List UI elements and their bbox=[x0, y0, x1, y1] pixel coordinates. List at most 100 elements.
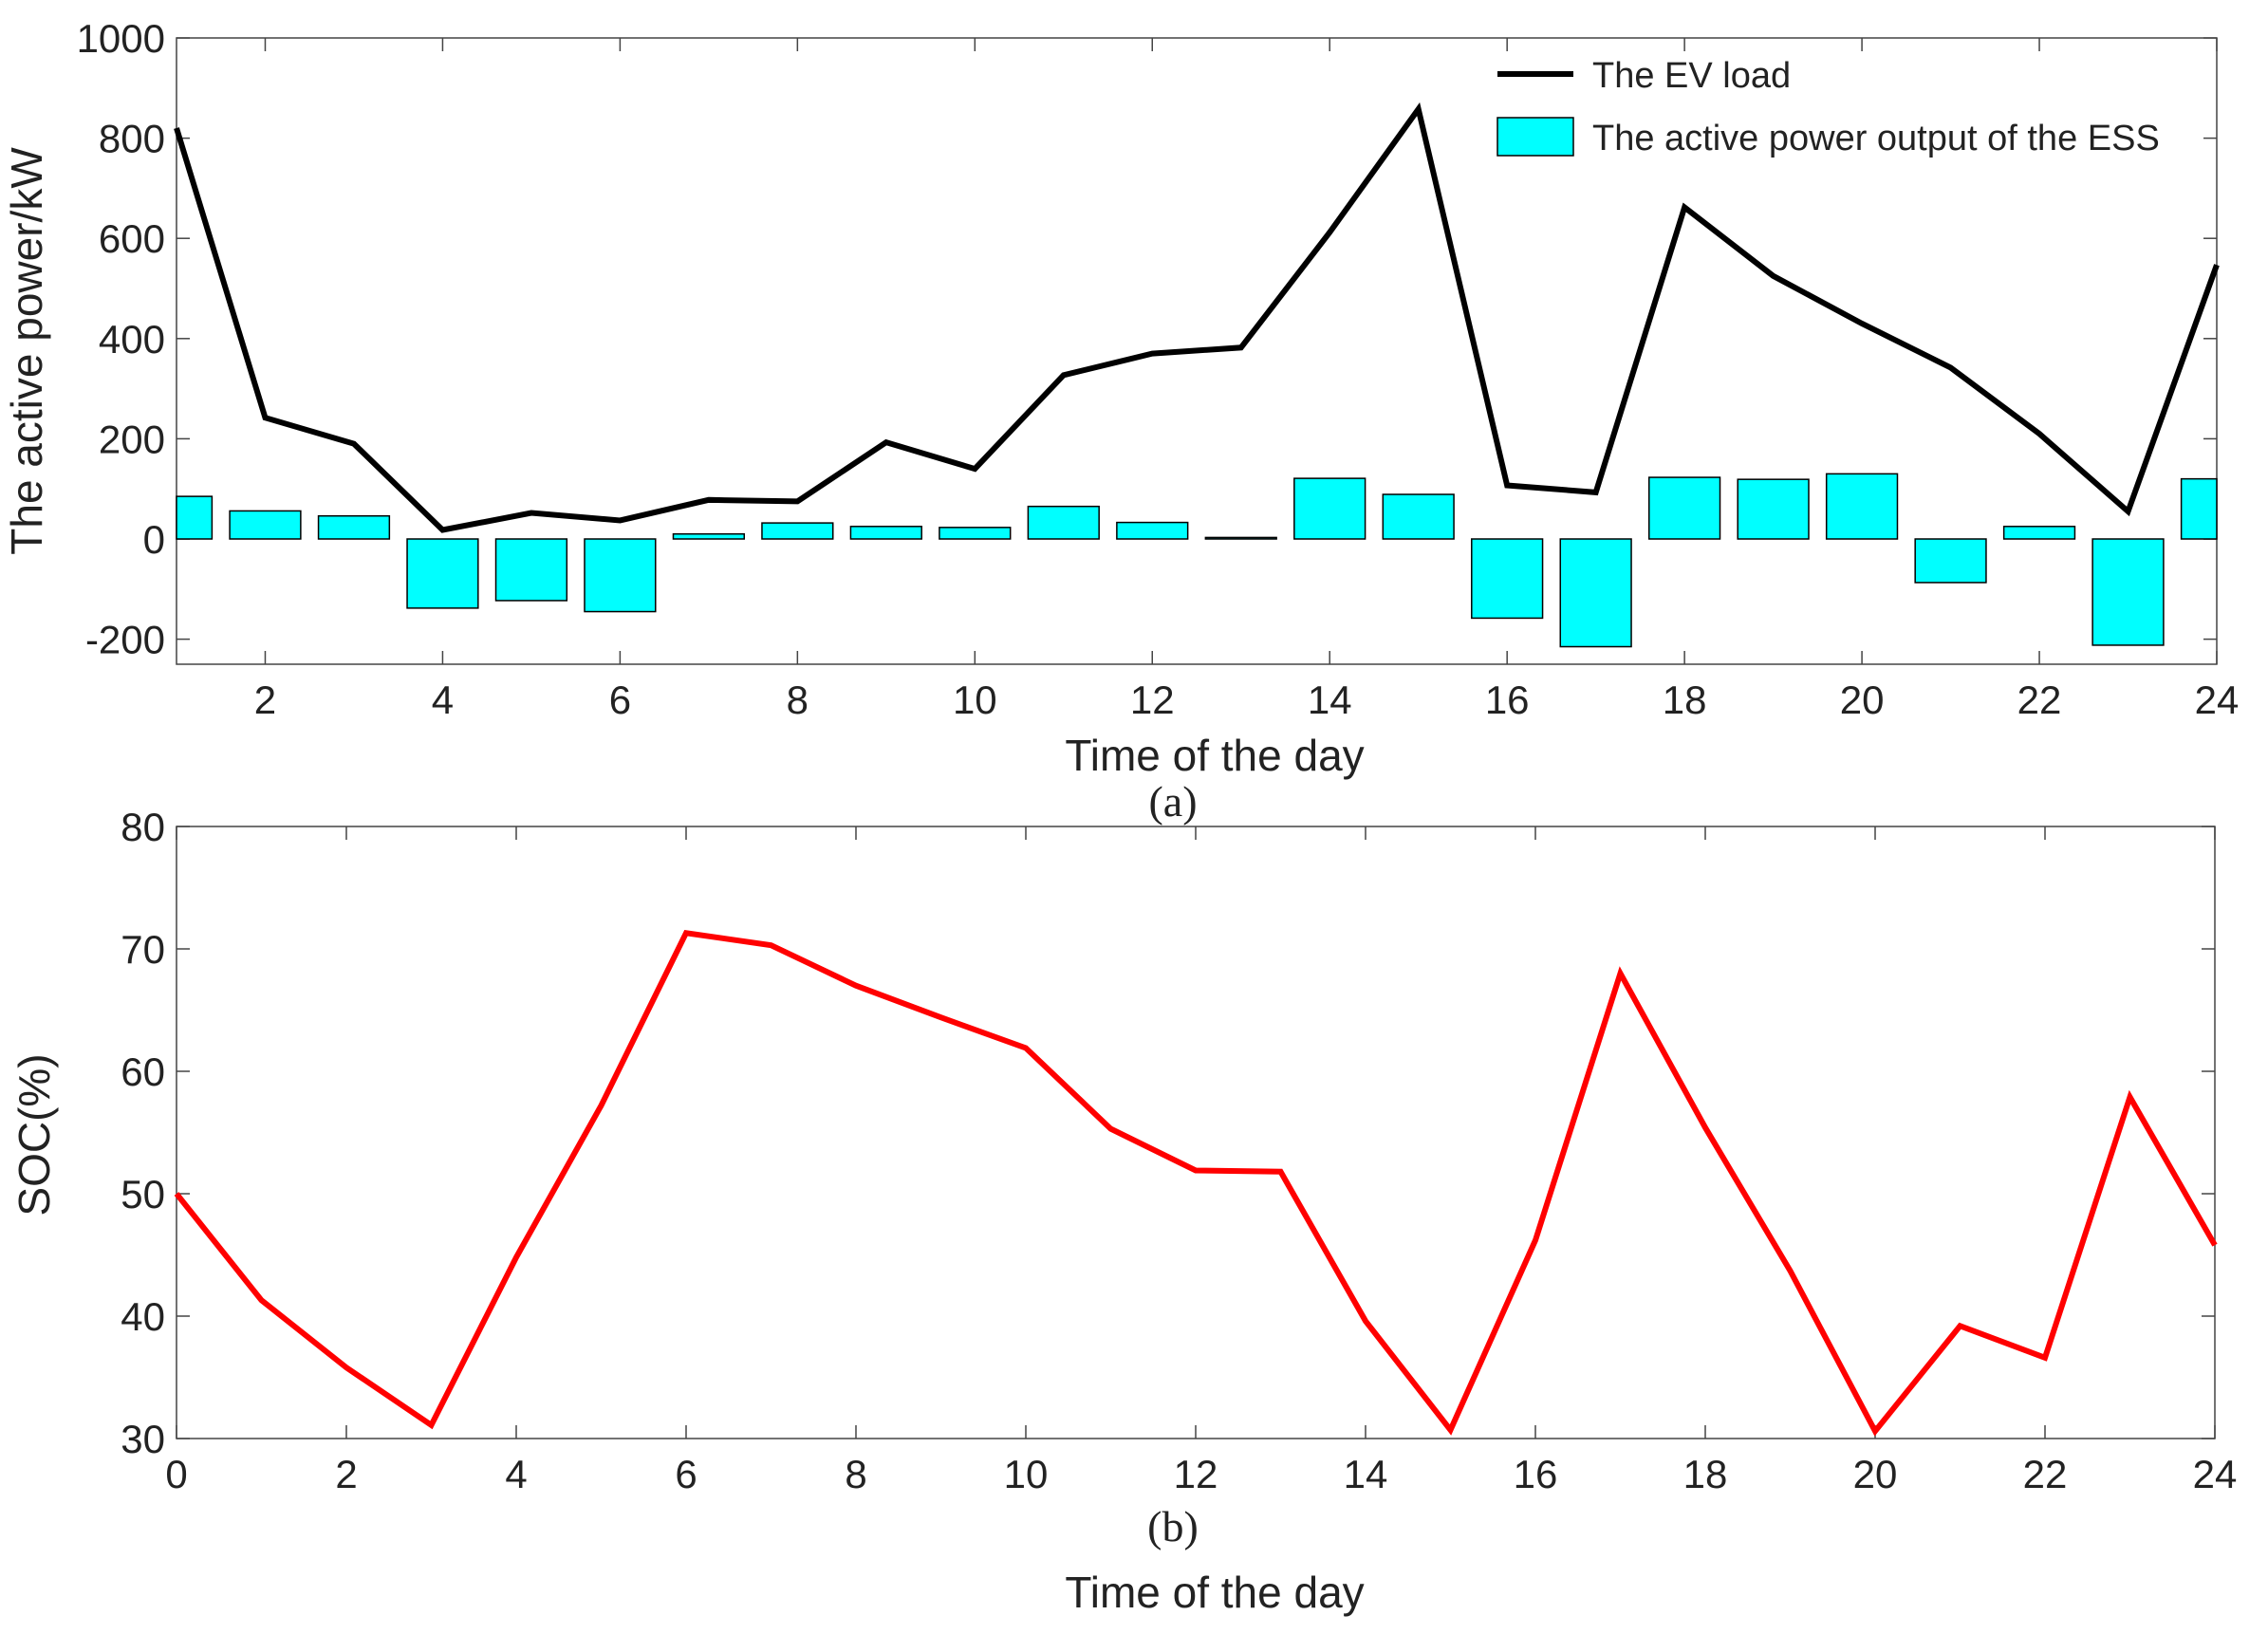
x-tick-label: 16 bbox=[1514, 1452, 1558, 1496]
y-tick-label: 600 bbox=[99, 216, 165, 261]
ev-load-point bbox=[794, 498, 800, 504]
ev-load-point bbox=[351, 441, 357, 447]
ev-load-point bbox=[1061, 372, 1067, 378]
x-tick-label: 16 bbox=[1485, 678, 1530, 722]
y-tick-label: 50 bbox=[121, 1172, 165, 1216]
soc-point bbox=[1278, 1169, 1284, 1175]
y-tick-label: 70 bbox=[121, 927, 165, 972]
soc-point bbox=[1702, 1124, 1708, 1130]
soc-point bbox=[1448, 1427, 1454, 1433]
y-tick-label: 60 bbox=[121, 1049, 165, 1094]
ev-load-point bbox=[883, 439, 889, 445]
x-tick-label: 6 bbox=[609, 678, 631, 722]
ev-load-point bbox=[1504, 483, 1510, 489]
soc-point bbox=[2128, 1094, 2133, 1100]
x-tick-label: 2 bbox=[254, 678, 276, 722]
y-tick-label: 200 bbox=[99, 417, 165, 461]
ess-bar bbox=[1293, 477, 1366, 540]
ev-load-point bbox=[2126, 509, 2131, 514]
soc-point bbox=[259, 1297, 265, 1303]
ev-load-point bbox=[1416, 106, 1422, 112]
panel-caption: (a) bbox=[1148, 777, 1197, 826]
soc-point bbox=[174, 1191, 179, 1197]
x-tick-label: 24 bbox=[2195, 678, 2240, 722]
ess-bar bbox=[317, 514, 391, 540]
y-tick-label: 800 bbox=[99, 117, 165, 161]
y-tick-label: 40 bbox=[121, 1294, 165, 1339]
soc-point bbox=[1872, 1428, 1878, 1434]
ess-bar bbox=[849, 526, 922, 540]
x-tick-label: 4 bbox=[505, 1452, 527, 1496]
y-tick-label: 30 bbox=[121, 1417, 165, 1461]
ess-bar bbox=[176, 495, 214, 540]
soc-point bbox=[1023, 1045, 1029, 1050]
ess-bar bbox=[494, 538, 568, 602]
ess-bar bbox=[1027, 505, 1100, 540]
soc-point bbox=[1533, 1237, 1538, 1243]
soc-line bbox=[174, 929, 2218, 1437]
y-axis-label: The active power/kW bbox=[2, 147, 51, 555]
soc-point bbox=[1108, 1126, 1114, 1132]
ess-bar bbox=[1737, 478, 1810, 540]
ev-load-point bbox=[2214, 262, 2220, 268]
x-tick-label: 18 bbox=[1663, 678, 1707, 722]
soc-point bbox=[2042, 1355, 2048, 1361]
ess-bar bbox=[1116, 521, 1189, 540]
x-tick-label: 2 bbox=[335, 1452, 357, 1496]
ev-load-point bbox=[1238, 344, 1244, 350]
plot-area-2 bbox=[176, 826, 2216, 1439]
soc-point bbox=[1788, 1268, 1794, 1273]
ess-bar bbox=[1204, 536, 1277, 540]
ess-bar bbox=[2091, 538, 2165, 646]
legend-entry: The active power output of the ESS bbox=[1592, 119, 2160, 158]
y-tick-label: 400 bbox=[99, 317, 165, 362]
soc-point bbox=[2212, 1242, 2218, 1248]
ess-bar bbox=[584, 538, 657, 613]
ev-load-point bbox=[529, 511, 534, 516]
x-axis-label: Time of the day bbox=[1065, 731, 1364, 780]
soc-point bbox=[1363, 1318, 1368, 1324]
ess-bar bbox=[1647, 476, 1721, 540]
ev-load-point bbox=[2036, 431, 2042, 436]
ess-bar bbox=[2180, 477, 2218, 540]
legend-bar-swatch bbox=[1497, 117, 1574, 157]
soc-point bbox=[1958, 1323, 1963, 1328]
x-tick-label: 12 bbox=[1174, 1452, 1218, 1496]
ev-load-point bbox=[617, 517, 623, 523]
soc-point bbox=[429, 1422, 435, 1428]
ev-load-point bbox=[262, 415, 268, 420]
x-tick-label: 10 bbox=[1004, 1452, 1049, 1496]
legend-entry: The EV load bbox=[1592, 56, 1791, 96]
ev-load-point bbox=[972, 466, 977, 472]
soc-point bbox=[939, 1014, 944, 1020]
x-tick-label: 22 bbox=[2017, 678, 2062, 722]
ess-bar bbox=[1382, 493, 1455, 540]
ess-bar bbox=[1914, 538, 1987, 584]
x-tick-label: 0 bbox=[165, 1452, 187, 1496]
soc-point bbox=[513, 1254, 519, 1260]
y-tick-label: 0 bbox=[143, 517, 165, 562]
ess-bar bbox=[939, 527, 1012, 540]
x-tick-label: 10 bbox=[953, 678, 997, 722]
ev-load-point bbox=[1948, 364, 1954, 370]
ess-bar bbox=[1471, 538, 1544, 620]
soc-point bbox=[1618, 971, 1624, 976]
soc-point bbox=[599, 1103, 604, 1108]
soc-point bbox=[344, 1365, 349, 1370]
ess-bar bbox=[672, 532, 746, 540]
ev-load-point bbox=[1593, 490, 1599, 495]
soc-point bbox=[683, 930, 689, 936]
x-tick-label: 18 bbox=[1683, 1452, 1728, 1496]
ess-bar bbox=[229, 510, 302, 540]
ev-load-point bbox=[706, 497, 712, 503]
y-tick-label: -200 bbox=[85, 618, 165, 662]
x-tick-label: 8 bbox=[787, 678, 809, 722]
x-tick-label: 22 bbox=[2023, 1452, 2068, 1496]
soc-point bbox=[853, 983, 859, 989]
ess-bar bbox=[1559, 538, 1632, 648]
x-tick-label: 6 bbox=[675, 1452, 697, 1496]
ev-load-point bbox=[1682, 204, 1687, 210]
x-tick-label: 8 bbox=[845, 1452, 866, 1496]
x-tick-label: 4 bbox=[432, 678, 454, 722]
x-axis-label: Time of the day bbox=[1065, 1568, 1364, 1617]
